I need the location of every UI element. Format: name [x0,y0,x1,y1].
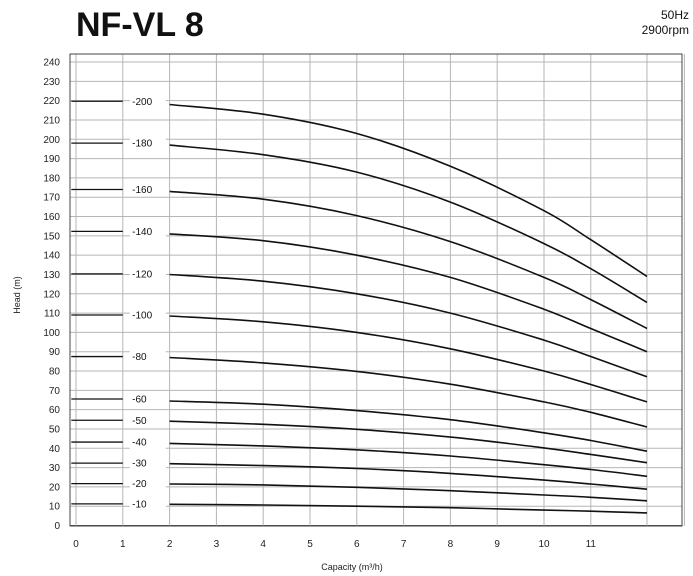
x-tick-label: 9 [494,539,500,550]
y-tick-label: 200 [43,135,60,146]
y-tick-label: 130 [43,270,60,281]
performance-curve [169,420,648,464]
y-tick-label: 150 [43,231,60,242]
x-tick-label: 3 [214,539,220,550]
y-tick-label: 40 [49,444,61,455]
y-tick-label: 170 [43,193,60,204]
y-tick-label: 190 [43,154,60,165]
y-tick-label: 230 [43,77,60,88]
y-tick-label: 60 [49,405,61,416]
curve-label-bg [129,136,166,151]
curve-label: -80 [132,352,147,363]
performance-curve [169,483,648,502]
x-tick-label: 5 [307,539,313,550]
curve-label-bg [129,182,166,197]
y-tick-label: 180 [43,173,60,184]
curve-label-bg [129,392,166,407]
curve-label-bg [129,224,166,239]
y-tick-label: 160 [43,212,60,223]
y-axis-label: Head (m) [12,276,22,314]
curve-label: -120 [132,269,152,280]
curve-label-bg [129,413,166,428]
y-tick-label: 10 [49,502,61,513]
performance-curve [169,273,648,378]
x-tick-label: 8 [448,539,454,550]
y-tick-label: 220 [43,96,60,107]
y-tick-label: 120 [43,289,60,300]
curve-label: -40 [132,438,147,449]
curve-label-bg [129,308,166,323]
curve-label-bg [129,94,166,109]
curve-label-bg [129,496,166,511]
performance-curve [169,190,648,330]
performance-curve [169,315,648,403]
curve-label: -10 [132,499,147,510]
y-tick-label: 50 [49,424,61,435]
y-tick-label: 80 [49,367,61,378]
x-tick-label: 6 [354,539,360,550]
curve-label: -200 [132,97,152,108]
y-tick-label: 100 [43,328,60,339]
curve-label: -50 [132,416,147,427]
y-tick-label: 0 [54,521,60,532]
plot-area: 0102030405060708090100110120130140150160… [43,53,685,550]
speed-label: 2900rpm [642,23,689,37]
x-tick-label: 11 [586,539,597,550]
y-tick-label: 20 [49,482,61,493]
curve-label: -160 [132,185,152,196]
x-tick-label: 1 [120,539,126,550]
y-tick-label: 90 [49,347,61,358]
y-tick-label: 210 [43,115,60,126]
curve-label-bg [129,456,166,471]
curve-label: -30 [132,459,147,470]
plot-border [69,53,683,527]
curve-label: -140 [132,227,152,238]
performance-curve [169,356,648,428]
performance-curve [169,462,648,490]
performance-curve [169,442,648,478]
performance-curve [169,233,648,353]
curve-label: -20 [132,479,147,490]
performance-curve [169,503,648,514]
x-tick-label: 0 [73,539,79,550]
frequency-label: 50Hz [661,8,689,22]
y-tick-label: 70 [49,386,61,397]
x-tick-label: 2 [167,539,173,550]
performance-curve [169,144,648,304]
y-tick-label: 140 [43,251,60,262]
curve-label-bg [129,266,166,281]
x-axis-label: Capacity (m³/h) [321,562,383,572]
curve-label-bg [129,476,166,491]
y-tick-label: 30 [49,463,61,474]
curve-label-bg [129,349,166,364]
curve-label: -100 [132,311,152,322]
x-tick-label: 7 [401,539,407,550]
x-tick-label: 10 [538,539,550,550]
y-tick-label: 110 [44,309,60,320]
curve-label-bg [129,435,166,450]
chart-title: NF-VL 8 [76,6,204,44]
curve-label: -180 [132,139,152,150]
performance-curve [169,103,648,278]
performance-curve [169,400,648,452]
x-tick-label: 4 [260,539,266,550]
curve-label: -60 [132,395,147,406]
y-tick-label: 240 [43,58,60,69]
